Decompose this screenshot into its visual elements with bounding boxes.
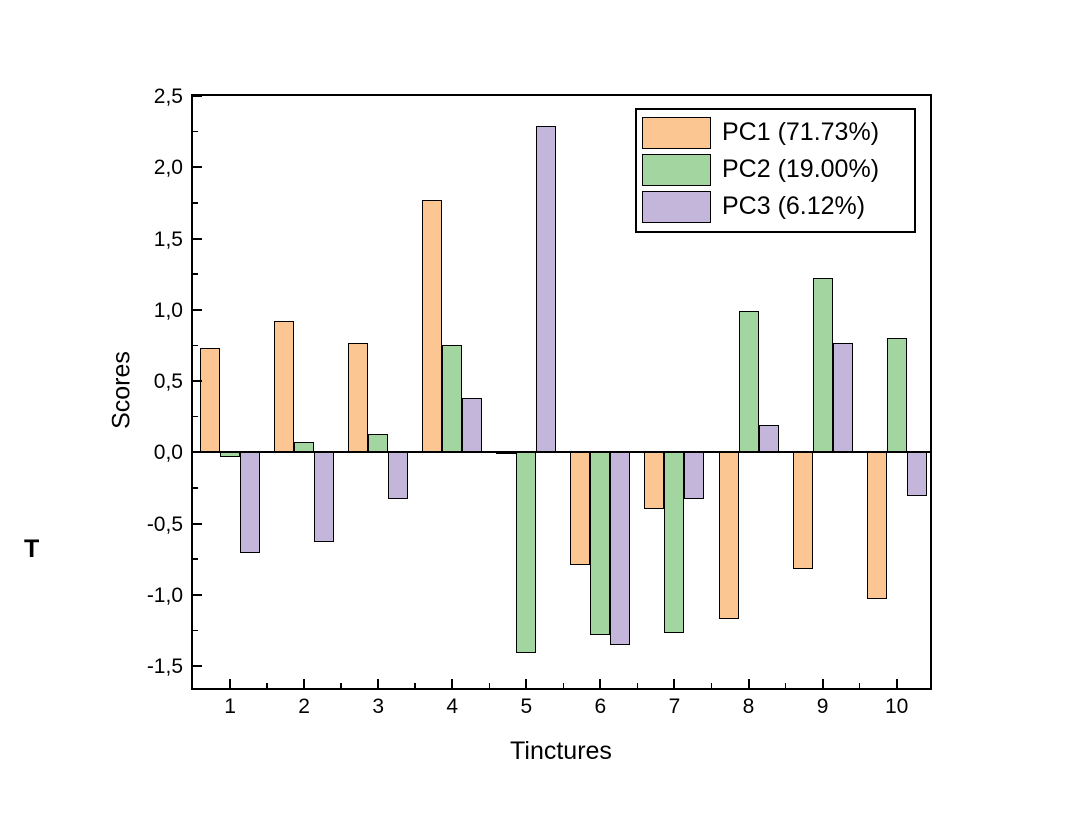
x-major-tick <box>821 679 824 688</box>
bar-pc3-cat3 <box>388 452 409 500</box>
y-tick-label: 1,5 <box>153 227 183 251</box>
bar-pc1-cat9 <box>792 452 813 570</box>
y-major-tick <box>193 665 202 668</box>
x-minor-tick <box>784 683 787 688</box>
bar-pc1-cat10 <box>866 452 887 600</box>
x-minor-tick <box>340 683 342 688</box>
y-tick-label: 1,0 <box>153 298 183 322</box>
x-axis-title: Tinctures <box>510 737 612 765</box>
x-tick-label: 8 <box>742 695 755 718</box>
x-tick-label: 1 <box>224 695 236 718</box>
bar-pc2-cat4 <box>442 345 463 453</box>
bar-pc3-cat9 <box>832 342 853 453</box>
y-major-tick <box>193 593 202 596</box>
x-tick-label: 9 <box>816 695 829 718</box>
x-tick-label: 3 <box>372 695 385 718</box>
x-major-tick <box>303 679 306 688</box>
x-tick-label: 4 <box>446 695 459 718</box>
bar-pc3-cat7 <box>684 452 705 500</box>
y-minor-tick <box>193 487 198 489</box>
plot-annotation-T: T <box>24 535 40 563</box>
y-major-tick <box>193 308 202 311</box>
y-major-tick <box>193 237 202 240</box>
x-minor-tick <box>488 683 491 688</box>
x-major-tick <box>673 679 676 688</box>
y-tick-label: -0,5 <box>146 512 183 536</box>
x-major-tick <box>229 679 232 688</box>
x-minor-tick <box>562 683 565 688</box>
y-minor-tick <box>193 130 198 133</box>
y-tick-label: 0,0 <box>153 441 183 465</box>
bar-pc3-cat1 <box>240 452 261 554</box>
x-tick-label: 6 <box>594 695 607 718</box>
bar-pc2-cat9 <box>812 278 833 453</box>
bar-pc3-cat5 <box>536 125 557 453</box>
bar-pc2-cat10 <box>886 338 907 453</box>
x-major-tick <box>377 679 380 688</box>
x-major-tick <box>895 679 898 688</box>
x-tick-label: 2 <box>298 695 310 718</box>
bar-pc3-cat6 <box>610 452 631 645</box>
y-tick-label: 2,0 <box>153 156 183 180</box>
x-major-tick <box>525 679 528 688</box>
legend-row-pc2: PC2 (19.00%) <box>642 151 914 188</box>
x-minor-tick <box>414 683 416 688</box>
bar-pc1-cat3 <box>348 342 369 453</box>
x-major-tick <box>599 679 602 688</box>
bar-pc1-cat1 <box>200 348 221 453</box>
bar-pc1-cat4 <box>422 200 443 453</box>
y-major-tick <box>193 380 202 383</box>
bar-pc3-cat4 <box>462 398 483 453</box>
y-tick-label: 0,5 <box>153 370 183 394</box>
y-minor-tick <box>193 558 198 560</box>
bar-pc2-cat8 <box>738 311 759 453</box>
legend-label-pc3: PC3 (6.12%) <box>722 192 866 220</box>
y-major-tick <box>193 451 202 454</box>
y-minor-tick <box>193 202 198 204</box>
x-minor-tick <box>858 683 861 688</box>
x-minor-tick <box>266 683 268 688</box>
x-tick-label: 7 <box>668 695 681 718</box>
bar-pc2-cat6 <box>590 452 611 635</box>
y-minor-tick <box>193 415 198 418</box>
legend-label-pc1: PC1 (71.73%) <box>722 118 880 146</box>
x-minor-tick <box>636 683 639 688</box>
bar-pc3-cat8 <box>758 425 779 453</box>
legend-swatch-pc3 <box>642 190 711 223</box>
bar-pc1-cat6 <box>570 452 591 565</box>
y-major-tick <box>193 522 202 525</box>
y-minor-tick <box>193 629 198 632</box>
legend-row-pc3: PC3 (6.12%) <box>642 188 914 225</box>
y-tick-label: -1,0 <box>146 583 183 607</box>
bar-pc2-cat5 <box>516 452 537 654</box>
y-tick-label: -1,5 <box>146 655 183 679</box>
y-tick-label: 2,5 <box>153 85 183 108</box>
legend-swatch-pc1 <box>642 116 711 149</box>
bar-pc2-cat3 <box>368 433 389 453</box>
x-tick-label: 10 <box>884 695 909 718</box>
legend-row-pc1: PC1 (71.73%) <box>642 114 914 151</box>
bar-pc1-cat7 <box>644 452 665 510</box>
legend-swatch-pc2 <box>642 153 711 186</box>
bar-pc3-cat10 <box>906 452 927 497</box>
bar-pc2-cat7 <box>664 452 685 634</box>
x-minor-tick <box>710 683 713 688</box>
x-tick-label: 5 <box>520 695 533 718</box>
x-major-tick <box>451 679 454 688</box>
legend-label-pc2: PC2 (19.00%) <box>722 155 880 183</box>
y-minor-tick <box>193 344 198 347</box>
bar-pc1-cat2 <box>274 321 295 453</box>
zero-baseline <box>193 451 930 454</box>
legend: PC1 (71.73%) PC2 (19.00%) PC3 (6.12%) <box>635 108 916 233</box>
bar-pc1-cat8 <box>718 452 739 620</box>
x-major-tick <box>747 679 750 688</box>
y-minor-tick <box>193 273 198 275</box>
bar-pc3-cat2 <box>314 452 335 543</box>
y-major-tick <box>193 95 202 97</box>
y-major-tick <box>193 166 202 169</box>
